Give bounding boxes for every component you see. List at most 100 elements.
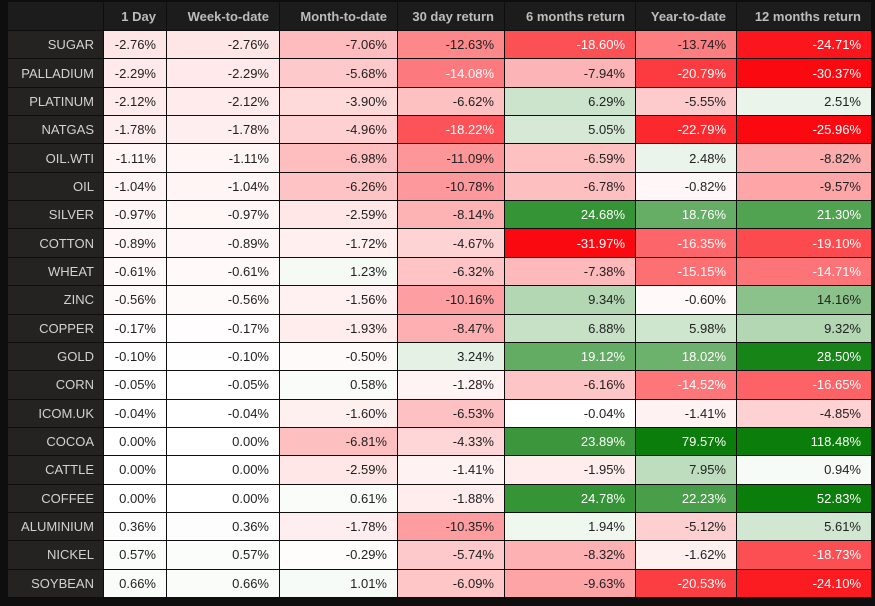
value-cell-zinc-12-months-return[interactable]: 14.16% — [737, 286, 871, 314]
value-cell-soybean-week-to-date[interactable]: 0.66% — [167, 569, 279, 597]
row-label-gold[interactable]: GOLD — [8, 342, 103, 371]
value-cell-copper-30-day-return[interactable]: -8.47% — [398, 314, 504, 342]
value-cell-nickel-12-months-return[interactable]: -18.73% — [737, 541, 871, 569]
row-label-zinc[interactable]: ZINC — [8, 286, 103, 314]
value-cell-silver-12-months-return[interactable]: 21.30% — [737, 201, 871, 229]
value-cell-zinc-1-day[interactable]: -0.56% — [104, 286, 166, 314]
value-cell-cocoa-12-months-return[interactable]: 118.48% — [737, 427, 871, 456]
value-cell-palladium-1-day[interactable]: -2.29% — [104, 59, 166, 87]
value-cell-nickel-month-to-date[interactable]: -0.29% — [280, 541, 397, 569]
column-header-month-to-date[interactable]: Month-to-date — [280, 2, 397, 30]
value-cell-coffee-month-to-date[interactable]: 0.61% — [280, 484, 397, 512]
value-cell-cotton-12-months-return[interactable]: -19.10% — [737, 229, 871, 257]
value-cell-zinc-month-to-date[interactable]: -1.56% — [280, 286, 397, 314]
value-cell-oil-wti-30-day-return[interactable]: -11.09% — [398, 144, 504, 172]
value-cell-oil-wti-year-to-date[interactable]: 2.48% — [636, 144, 736, 172]
value-cell-cocoa-30-day-return[interactable]: -4.33% — [398, 427, 504, 456]
value-cell-cotton-1-day[interactable]: -0.89% — [104, 229, 166, 257]
value-cell-zinc-year-to-date[interactable]: -0.60% — [636, 286, 736, 314]
value-cell-silver-year-to-date[interactable]: 18.76% — [636, 201, 736, 229]
value-cell-gold-1-day[interactable]: -0.10% — [104, 342, 166, 371]
value-cell-corn-12-months-return[interactable]: -16.65% — [737, 371, 871, 399]
value-cell-icom-uk-30-day-return[interactable]: -6.53% — [398, 399, 504, 427]
value-cell-soybean-6-months-return[interactable]: -9.63% — [505, 569, 635, 597]
value-cell-copper-week-to-date[interactable]: -0.17% — [167, 314, 279, 342]
value-cell-cocoa-week-to-date[interactable]: 0.00% — [167, 427, 279, 456]
value-cell-silver-6-months-return[interactable]: 24.68% — [505, 201, 635, 229]
value-cell-gold-year-to-date[interactable]: 18.02% — [636, 342, 736, 371]
value-cell-platinum-year-to-date[interactable]: -5.55% — [636, 87, 736, 116]
value-cell-cotton-week-to-date[interactable]: -0.89% — [167, 229, 279, 257]
value-cell-corn-month-to-date[interactable]: 0.58% — [280, 371, 397, 399]
value-cell-palladium-year-to-date[interactable]: -20.79% — [636, 59, 736, 87]
value-cell-oil-wti-month-to-date[interactable]: -6.98% — [280, 144, 397, 172]
value-cell-oil-1-day[interactable]: -1.04% — [104, 172, 166, 201]
value-cell-copper-12-months-return[interactable]: 9.32% — [737, 314, 871, 342]
value-cell-wheat-month-to-date[interactable]: 1.23% — [280, 257, 397, 286]
value-cell-oil-wti-12-months-return[interactable]: -8.82% — [737, 144, 871, 172]
value-cell-aluminium-12-months-return[interactable]: 5.61% — [737, 512, 871, 541]
value-cell-platinum-30-day-return[interactable]: -6.62% — [398, 87, 504, 116]
value-cell-corn-30-day-return[interactable]: -1.28% — [398, 371, 504, 399]
value-cell-silver-30-day-return[interactable]: -8.14% — [398, 201, 504, 229]
value-cell-sugar-1-day[interactable]: -2.76% — [104, 31, 166, 59]
value-cell-coffee-1-day[interactable]: 0.00% — [104, 484, 166, 512]
value-cell-oil-wti-1-day[interactable]: -1.11% — [104, 144, 166, 172]
value-cell-nickel-30-day-return[interactable]: -5.74% — [398, 541, 504, 569]
value-cell-oil-week-to-date[interactable]: -1.04% — [167, 172, 279, 201]
value-cell-sugar-6-months-return[interactable]: -18.60% — [505, 31, 635, 59]
value-cell-platinum-6-months-return[interactable]: 6.29% — [505, 87, 635, 116]
value-cell-oil-6-months-return[interactable]: -6.78% — [505, 172, 635, 201]
value-cell-palladium-month-to-date[interactable]: -5.68% — [280, 59, 397, 87]
row-label-oil[interactable]: OIL — [8, 172, 103, 201]
row-label-cocoa[interactable]: COCOA — [8, 427, 103, 456]
value-cell-natgas-12-months-return[interactable]: -25.96% — [737, 116, 871, 144]
column-header-30-day-return[interactable]: 30 day return — [398, 2, 504, 30]
value-cell-aluminium-week-to-date[interactable]: 0.36% — [167, 512, 279, 541]
value-cell-aluminium-1-day[interactable]: 0.36% — [104, 512, 166, 541]
value-cell-aluminium-6-months-return[interactable]: 1.94% — [505, 512, 635, 541]
row-label-palladium[interactable]: PALLADIUM — [8, 59, 103, 87]
row-label-natgas[interactable]: NATGAS — [8, 116, 103, 144]
value-cell-copper-1-day[interactable]: -0.17% — [104, 314, 166, 342]
value-cell-coffee-6-months-return[interactable]: 24.78% — [505, 484, 635, 512]
row-label-aluminium[interactable]: ALUMINIUM — [8, 512, 103, 541]
value-cell-gold-week-to-date[interactable]: -0.10% — [167, 342, 279, 371]
value-cell-cocoa-6-months-return[interactable]: 23.89% — [505, 427, 635, 456]
row-label-cotton[interactable]: COTTON — [8, 229, 103, 257]
value-cell-sugar-week-to-date[interactable]: -2.76% — [167, 31, 279, 59]
value-cell-palladium-30-day-return[interactable]: -14.08% — [398, 59, 504, 87]
row-label-icom-uk[interactable]: ICOM.UK — [8, 399, 103, 427]
value-cell-natgas-1-day[interactable]: -1.78% — [104, 116, 166, 144]
value-cell-oil-month-to-date[interactable]: -6.26% — [280, 172, 397, 201]
value-cell-nickel-1-day[interactable]: 0.57% — [104, 541, 166, 569]
value-cell-cocoa-month-to-date[interactable]: -6.81% — [280, 427, 397, 456]
value-cell-oil-30-day-return[interactable]: -10.78% — [398, 172, 504, 201]
value-cell-cocoa-1-day[interactable]: 0.00% — [104, 427, 166, 456]
value-cell-oil-wti-week-to-date[interactable]: -1.11% — [167, 144, 279, 172]
value-cell-copper-6-months-return[interactable]: 6.88% — [505, 314, 635, 342]
column-header-year-to-date[interactable]: Year-to-date — [636, 2, 736, 30]
value-cell-icom-uk-1-day[interactable]: -0.04% — [104, 399, 166, 427]
value-cell-copper-month-to-date[interactable]: -1.93% — [280, 314, 397, 342]
value-cell-natgas-month-to-date[interactable]: -4.96% — [280, 116, 397, 144]
row-label-cattle[interactable]: CATTLE — [8, 456, 103, 484]
value-cell-cattle-week-to-date[interactable]: 0.00% — [167, 456, 279, 484]
value-cell-oil-year-to-date[interactable]: -0.82% — [636, 172, 736, 201]
value-cell-soybean-year-to-date[interactable]: -20.53% — [636, 569, 736, 597]
row-label-copper[interactable]: COPPER — [8, 314, 103, 342]
value-cell-zinc-6-months-return[interactable]: 9.34% — [505, 286, 635, 314]
value-cell-cotton-month-to-date[interactable]: -1.72% — [280, 229, 397, 257]
value-cell-corn-6-months-return[interactable]: -6.16% — [505, 371, 635, 399]
value-cell-sugar-30-day-return[interactable]: -12.63% — [398, 31, 504, 59]
value-cell-icom-uk-week-to-date[interactable]: -0.04% — [167, 399, 279, 427]
column-header-week-to-date[interactable]: Week-to-date — [167, 2, 279, 30]
value-cell-cattle-6-months-return[interactable]: -1.95% — [505, 456, 635, 484]
value-cell-wheat-1-day[interactable]: -0.61% — [104, 257, 166, 286]
value-cell-corn-year-to-date[interactable]: -14.52% — [636, 371, 736, 399]
column-header-12-months-return[interactable]: 12 months return — [737, 2, 871, 30]
value-cell-gold-6-months-return[interactable]: 19.12% — [505, 342, 635, 371]
row-label-corn[interactable]: CORN — [8, 371, 103, 399]
value-cell-natgas-6-months-return[interactable]: 5.05% — [505, 116, 635, 144]
value-cell-palladium-6-months-return[interactable]: -7.94% — [505, 59, 635, 87]
